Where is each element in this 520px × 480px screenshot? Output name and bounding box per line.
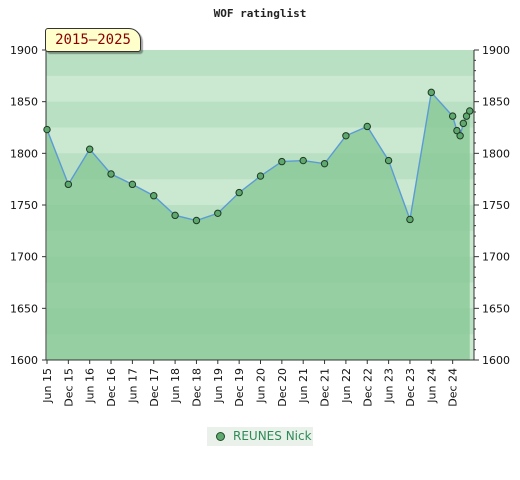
chart-title: WOF ratinglist bbox=[214, 7, 307, 20]
data-point bbox=[299, 156, 307, 165]
y-tick-label-right: 1900 bbox=[482, 44, 510, 57]
data-point bbox=[466, 107, 474, 115]
x-tick-label: Dec 17 bbox=[148, 368, 161, 407]
x-tick-label: Dec 19 bbox=[233, 368, 246, 407]
data-point bbox=[363, 122, 371, 131]
y-tick-label-right: 1700 bbox=[482, 251, 510, 264]
y-tick-label-left: 1650 bbox=[10, 302, 38, 315]
period-badge: 2015–2025 bbox=[45, 28, 141, 52]
data-point bbox=[320, 159, 329, 168]
data-point bbox=[214, 209, 222, 217]
x-tick-label: Jun 24 bbox=[425, 368, 438, 404]
area-fill bbox=[47, 92, 470, 360]
data-point bbox=[406, 215, 414, 224]
data-point bbox=[128, 180, 137, 189]
data-point bbox=[43, 125, 51, 134]
y-tick-label-right: 1750 bbox=[482, 199, 510, 212]
data-points bbox=[43, 88, 474, 225]
x-tick-label: Jun 23 bbox=[383, 368, 396, 404]
x-tick-label: Dec 15 bbox=[62, 368, 75, 407]
data-point bbox=[107, 170, 115, 178]
x-tick-label: Jun 17 bbox=[126, 368, 139, 404]
x-tick-label: Jun 21 bbox=[297, 368, 310, 404]
data-point bbox=[86, 145, 94, 153]
x-tick-label: Jun 16 bbox=[84, 368, 97, 404]
y-tick-label-right: 1600 bbox=[482, 354, 510, 367]
band bbox=[46, 50, 474, 77]
data-point bbox=[342, 132, 350, 140]
y-tick-label-right: 1800 bbox=[482, 147, 510, 160]
data-point bbox=[448, 112, 457, 120]
legend[interactable]: REUNES Nick bbox=[207, 427, 313, 446]
y-tick-label-left: 1750 bbox=[10, 199, 38, 212]
data-point bbox=[453, 126, 461, 135]
x-tick-label: Jun 15 bbox=[41, 368, 54, 404]
data-point bbox=[462, 112, 471, 120]
data-point bbox=[459, 119, 468, 128]
x-tick-label: Jun 20 bbox=[255, 368, 268, 404]
data-point bbox=[171, 211, 179, 220]
x-tick-label: Dec 20 bbox=[276, 368, 289, 407]
x-tick-label: Jun 22 bbox=[340, 368, 353, 404]
x-tick-label: Dec 21 bbox=[319, 368, 332, 407]
y-tick-label-left: 1600 bbox=[10, 354, 38, 367]
y-tick-label-left: 1700 bbox=[10, 251, 38, 264]
y-tick-label-right: 1850 bbox=[482, 96, 510, 109]
data-point bbox=[384, 156, 393, 165]
data-point bbox=[192, 216, 201, 225]
data-point bbox=[64, 180, 73, 189]
band bbox=[46, 75, 474, 103]
data-point bbox=[427, 88, 435, 97]
x-tick-label: Jun 19 bbox=[212, 368, 225, 404]
data-point bbox=[150, 192, 158, 200]
data-point bbox=[278, 157, 286, 166]
x-tick-label: Dec 16 bbox=[105, 368, 118, 407]
legend-label: REUNES Nick bbox=[233, 429, 312, 443]
data-point bbox=[456, 132, 464, 140]
x-tick-label: Dec 18 bbox=[190, 368, 203, 407]
y-tick-label-right: 1650 bbox=[482, 302, 510, 315]
data-point bbox=[256, 172, 265, 180]
legend-marker-icon bbox=[216, 432, 225, 441]
x-tick-label: Dec 24 bbox=[447, 368, 460, 407]
y-tick-label-left: 1850 bbox=[10, 96, 38, 109]
x-tick-label: Jun 18 bbox=[169, 368, 182, 404]
band bbox=[46, 101, 474, 128]
y-tick-label-left: 1900 bbox=[10, 44, 38, 57]
data-point bbox=[235, 188, 243, 197]
x-tick-label: Dec 22 bbox=[361, 368, 374, 407]
axes: 1600 1600 1650 1650 1700 1700 1750 1750 1800 1800… bbox=[10, 44, 510, 407]
period-label: 2015–2025 bbox=[55, 32, 131, 48]
y-tick-label-left: 1800 bbox=[10, 147, 38, 160]
x-tick-label: Dec 23 bbox=[404, 368, 417, 407]
band bbox=[46, 127, 474, 154]
